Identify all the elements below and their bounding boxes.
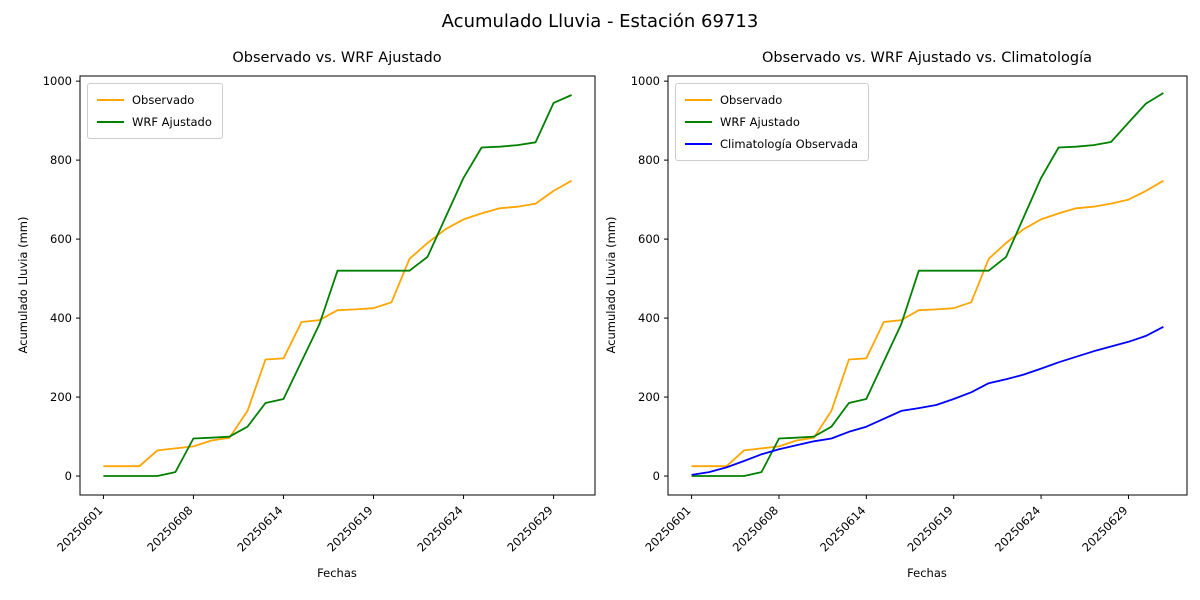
axes-spines — [79, 75, 596, 496]
legend-label-observado: Observado — [132, 93, 195, 107]
legend-item-wrf-ajustado: WRF Ajustado — [685, 111, 858, 133]
y-tick-label: 200 — [50, 390, 72, 404]
x-tick-label: 20250608 — [144, 503, 195, 554]
legend-item-observado: Observado — [685, 89, 858, 111]
climatologia-line-swatch — [685, 143, 712, 145]
series-line-wrf-ajustado — [103, 94, 572, 477]
series-line-climatolog-a-observada — [691, 326, 1164, 476]
axes-spines — [667, 75, 1188, 496]
right-x-axis-label: Fechas — [907, 566, 947, 580]
observado-line-swatch — [97, 99, 124, 101]
series-line-observado — [691, 179, 1164, 468]
x-tick-label: 20250629 — [1079, 503, 1130, 554]
wrf-ajustado-line-swatch — [685, 121, 712, 123]
x-tick-label: 20250608 — [730, 503, 781, 554]
legend-label-wrf-ajustado: WRF Ajustado — [132, 115, 212, 129]
x-tick-label: 20250629 — [504, 503, 555, 554]
series-line-observado — [103, 179, 573, 468]
left-chart-legend: Observado WRF Ajustado — [87, 83, 223, 139]
y-tick-label: 200 — [638, 390, 660, 404]
wrf-ajustado-line-swatch — [97, 121, 124, 123]
x-tick-label: 20250624 — [414, 503, 465, 554]
x-tick-label: 20250619 — [905, 503, 956, 554]
observado-line-swatch — [685, 99, 712, 101]
y-tick-label: 800 — [50, 153, 72, 167]
y-tick-label: 0 — [653, 469, 660, 483]
x-tick-label: 20250624 — [992, 503, 1043, 554]
legend-item-observado: Observado — [97, 89, 212, 111]
legend-item-wrf-ajustado: WRF Ajustado — [97, 111, 212, 133]
x-tick-label: 20250619 — [324, 503, 375, 554]
left-chart-title: Observado vs. WRF Ajustado — [232, 50, 442, 66]
figure-suptitle: Acumulado Lluvia - Estación 69713 — [441, 11, 759, 32]
y-tick-label: 0 — [65, 469, 72, 483]
legend-label-observado: Observado — [720, 93, 783, 107]
left-chart-plot: 0 200 400 600 800 1000 20250601 20250608 2025061… — [43, 74, 596, 555]
x-tick-label: 20250614 — [234, 503, 285, 554]
legend-label-climatologia: Climatología Observada — [720, 137, 858, 151]
y-tick-label: 1000 — [43, 74, 72, 88]
legend-label-wrf-ajustado: WRF Ajustado — [720, 115, 800, 129]
x-tick-label: 20250601 — [642, 503, 693, 554]
right-chart-title: Observado vs. WRF Ajustado vs. Climatolo… — [762, 50, 1092, 66]
series-line-wrf-ajustado — [691, 92, 1164, 477]
y-tick-label: 600 — [50, 232, 72, 246]
x-tick-label: 20250614 — [817, 503, 868, 554]
right-y-axis-label: Acumulado Lluvia (mm) — [604, 216, 618, 354]
legend-item-climatologia: Climatología Observada — [685, 133, 858, 155]
y-tick-label: 800 — [638, 153, 660, 167]
left-y-axis-label: Acumulado Lluvia (mm) — [16, 216, 30, 354]
y-tick-label: 1000 — [631, 74, 660, 88]
left-x-axis-label: Fechas — [317, 566, 357, 580]
right-chart-legend: Observado WRF Ajustado Climatología Obse… — [675, 83, 869, 161]
y-tick-label: 400 — [638, 311, 660, 325]
x-tick-label: 20250601 — [54, 503, 105, 554]
y-tick-label: 400 — [50, 311, 72, 325]
y-tick-label: 600 — [638, 232, 660, 246]
